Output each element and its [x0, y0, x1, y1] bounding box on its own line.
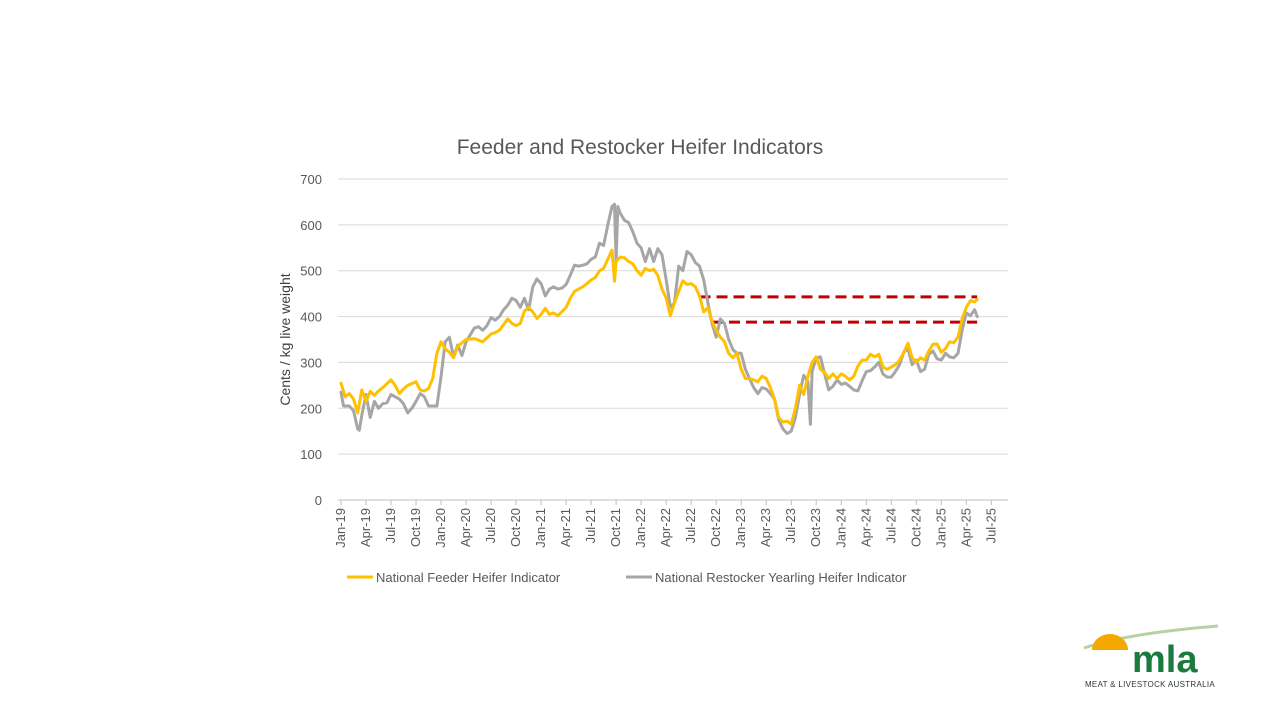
x-tick-label: Oct-19 — [408, 508, 423, 547]
x-tick-label: Jan-23 — [733, 508, 748, 548]
x-tick-label: Oct-23 — [808, 508, 823, 547]
x-tick-label: Apr-24 — [858, 508, 873, 547]
y-tick-label: 600 — [300, 218, 322, 233]
x-tick-label: Apr-22 — [658, 508, 673, 547]
y-axis-label: Cents / kg live weight — [277, 273, 293, 405]
x-tick-label: Jan-19 — [333, 508, 348, 548]
x-tick-label: Jan-25 — [933, 508, 948, 548]
x-tick-label: Apr-20 — [458, 508, 473, 547]
x-tick-label: Jul-22 — [683, 508, 698, 543]
x-tick-label: Apr-25 — [958, 508, 973, 547]
x-tick-label: Apr-19 — [358, 508, 373, 547]
x-tick-label: Jul-24 — [883, 508, 898, 543]
logo-tagline: MEAT & LIVESTOCK AUSTRALIA — [1084, 680, 1216, 689]
x-tick-label: Jul-25 — [983, 508, 998, 543]
series-line-restocker — [339, 202, 979, 435]
x-tick-label: Jan-24 — [833, 508, 848, 548]
legend-label-feeder: National Feeder Heifer Indicator — [376, 570, 561, 585]
y-tick-label: 200 — [300, 401, 322, 416]
y-axis-ticks: 0 100 200 300 400 500 600 700 — [300, 172, 322, 508]
y-tick-label: 300 — [300, 355, 322, 370]
x-tick-label: Oct-21 — [608, 508, 623, 547]
x-tick-label: Oct-24 — [908, 508, 923, 547]
x-tick-label: Jan-21 — [533, 508, 548, 548]
x-axis-ticks: Jan-19 Apr-19 Jul-19 Oct-19 Jan-20 Apr-20 Jul-… — [333, 500, 998, 548]
x-tick-label: Jul-23 — [783, 508, 798, 543]
x-tick-label: Apr-23 — [758, 508, 773, 547]
reference-lines — [699, 295, 978, 324]
y-tick-label: 500 — [300, 264, 322, 279]
y-tick-label: 400 — [300, 310, 322, 325]
logo-sun-icon — [1092, 634, 1128, 650]
x-tick-label: Jan-22 — [633, 508, 648, 548]
x-tick-label: Jul-21 — [583, 508, 598, 543]
x-tick-label: Oct-22 — [708, 508, 723, 547]
mla-logo: mla — [1083, 624, 1219, 681]
x-tick-label: Oct-20 — [508, 508, 523, 547]
logo-wordmark: mla — [1132, 639, 1198, 681]
x-tick-label: Jan-20 — [433, 508, 448, 548]
legend-label-restocker: National Restocker Yearling Heifer Indic… — [655, 570, 907, 585]
gridlines — [338, 178, 1008, 455]
legend: National Feeder Heifer Indicator Nationa… — [347, 570, 907, 585]
x-tick-label: Apr-21 — [558, 508, 573, 547]
series-line-feeder — [339, 248, 979, 426]
y-tick-label: 100 — [300, 447, 322, 462]
series-group — [339, 202, 979, 435]
x-tick-label: Jul-20 — [483, 508, 498, 543]
x-tick-label: Jul-19 — [383, 508, 398, 543]
y-tick-label: 0 — [315, 493, 322, 508]
chart-title: Feeder and Restocker Heifer Indicators — [457, 136, 824, 159]
y-tick-label: 700 — [300, 172, 322, 187]
